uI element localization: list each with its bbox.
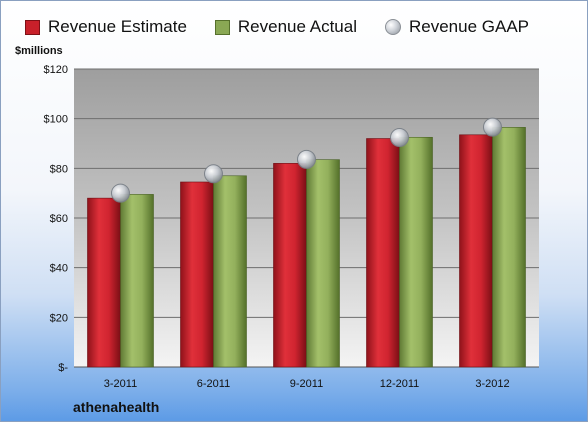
y-tick-label: $- [58,362,68,374]
y-tick-label: $20 [50,312,68,324]
y-tick-label: $100 [44,114,68,126]
y-tick-label: $40 [50,263,68,275]
company-label: athenahealth [73,399,160,415]
legend-swatch-actual [214,19,230,35]
legend-item-actual: Revenue Actual [214,17,357,37]
x-tick-label: 6-2011 [197,378,230,390]
legend-swatch-gaap [385,19,401,35]
bar-revenue-actual [492,127,526,368]
x-tick-label: 12-2011 [380,378,420,390]
x-tick-label: 3-2011 [104,378,137,390]
bar-revenue-actual [399,136,433,368]
legend-label-estimate: Revenue Estimate [48,17,187,36]
bar-revenue-actual [213,175,247,368]
y-tick-label: $80 [50,163,68,175]
bar-revenue-estimate [87,197,121,368]
legend-item-gaap: Revenue GAAP [385,17,529,37]
legend-swatch-estimate [25,19,40,35]
marker-revenue-gaap [390,128,409,148]
bar-revenue-estimate [180,181,214,368]
y-unit-label: $millions [15,45,63,57]
marker-revenue-gaap [111,183,130,203]
x-tick-label: 9-2011 [290,378,323,390]
bar-revenue-estimate [273,163,307,368]
bar-revenue-actual [120,194,154,368]
legend-label-gaap: Revenue GAAP [409,17,530,36]
bar-revenue-actual [306,159,340,368]
legend: Revenue Estimate Revenue Actual Revenue … [25,17,529,37]
marker-revenue-gaap [483,117,502,137]
marker-revenue-gaap [204,164,223,184]
legend-item-estimate: Revenue Estimate [25,17,187,37]
bar-revenue-estimate [459,134,493,368]
bar-revenue-estimate [366,138,400,368]
legend-label-actual: Revenue Actual [237,17,357,36]
y-tick-label: $120 [44,64,68,76]
x-tick-label: 3-2012 [475,378,509,390]
y-tick-label: $60 [50,213,68,225]
marker-revenue-gaap [297,149,316,169]
